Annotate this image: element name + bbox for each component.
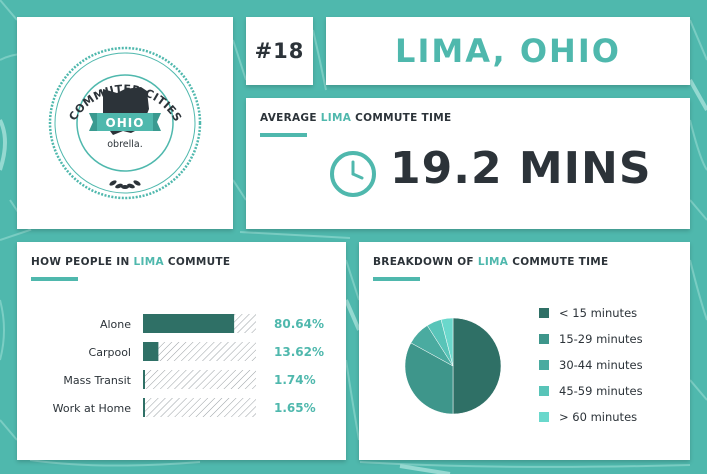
bar-mass-transit [143, 370, 145, 389]
title-underline [31, 277, 78, 281]
bar-value-label: 1.74% [274, 373, 316, 387]
badge-brand: obrella. [107, 139, 143, 150]
bar-category-label: Alone [100, 318, 131, 331]
commute-time-breakdown-card: BREAKDOWN OF LIMA COMMUTE TIME < 15 minu… [359, 242, 690, 460]
title-underline [260, 133, 307, 137]
bar-value-label: 80.64% [274, 317, 324, 331]
pie-slice [404, 342, 454, 415]
bar-carpool [143, 342, 159, 361]
bar-category-label: Mass Transit [63, 374, 131, 387]
commute-time-pie-chart: < 15 minutes 15-29 minutes 30-44 minutes 45… [404, 306, 643, 424]
title-underline [373, 277, 420, 281]
legend-label: 30-44 minutes [559, 358, 643, 372]
commuter-cities-badge: 40 BEST COMMUTER CITIES IN OHIO OHIO obr… [12, 7, 202, 200]
badge-card: 40 BEST COMMUTER CITIES IN OHIO OHIO obr… [12, 7, 233, 229]
legend-label: 45-59 minutes [559, 384, 643, 398]
bar-work-at-home [143, 398, 145, 417]
average-commute-title: AVERAGE LIMA COMMUTE TIME [260, 112, 452, 124]
legend-label: > 60 minutes [559, 410, 637, 424]
legend-swatch [539, 334, 549, 344]
badge-state-label: OHIO [106, 116, 145, 130]
legend-swatch [539, 412, 549, 422]
breakdown-title: BREAKDOWN OF LIMA COMMUTE TIME [373, 256, 609, 268]
average-commute-card: AVERAGE LIMA COMMUTE TIME 19.2 MINS [246, 98, 690, 229]
badge-ring-text: 40 BEST COMMUTER CITIES IN OHIO [12, 7, 186, 128]
commute-mode-bar-chart: Alone 80.64% Carpool 13.62% Mass Transit 1.74… [53, 314, 324, 417]
legend-swatch [539, 386, 549, 396]
legend-label: < 15 minutes [559, 306, 637, 320]
bar-track [143, 370, 256, 389]
legend-swatch [539, 308, 549, 318]
legend-label: 15-29 minutes [559, 332, 643, 346]
bar-alone [143, 314, 235, 333]
city-title: LIMA, OHIO [395, 32, 621, 70]
bar-value-label: 13.62% [274, 345, 324, 359]
bar-category-label: Work at Home [53, 402, 132, 415]
rank-card: #18 [246, 17, 313, 85]
bar-track [143, 342, 256, 361]
pie-slice [452, 317, 502, 415]
rank-value: #18 [254, 39, 305, 63]
bar-track [143, 398, 256, 417]
pie-slice [440, 317, 454, 367]
svg-text:40 BEST COMMUTER CITIES IN OHI: 40 BEST COMMUTER CITIES IN OHIO [17, 17, 187, 128]
laurel-icon [109, 180, 141, 189]
legend-swatch [539, 360, 549, 370]
average-commute-value: 19.2 MINS [390, 143, 652, 194]
city-card: LIMA, OHIO [326, 17, 690, 85]
how-people-title: HOW PEOPLE IN LIMA COMMUTE [31, 256, 231, 268]
how-people-commute-card: HOW PEOPLE IN LIMA COMMUTE Alone 80.64% Ca… [17, 242, 346, 460]
bar-category-label: Carpool [89, 346, 131, 359]
clock-icon [330, 151, 376, 197]
bar-value-label: 1.65% [274, 401, 316, 415]
